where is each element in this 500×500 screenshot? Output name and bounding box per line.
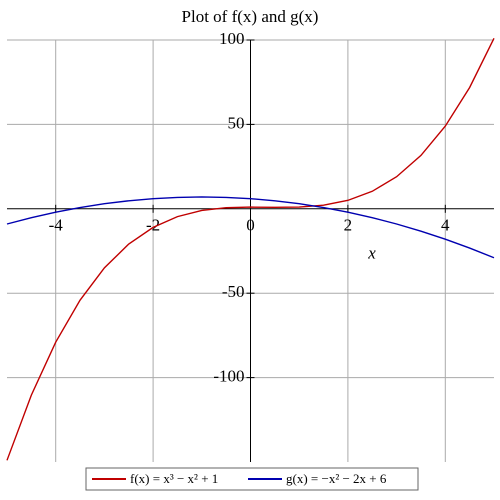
legend-label: f(x) = x³ − x² + 1 [130,471,218,486]
x-tick-label: 4 [441,216,450,235]
x-tick-label: 2 [344,216,353,235]
x-axis-label: x [367,244,376,263]
x-tick-label: -4 [49,216,64,235]
y-tick-label: 50 [228,113,245,132]
legend: f(x) = x³ − x² + 1 g(x) = −x² − 2x + 6 [92,471,387,486]
legend-label: g(x) = −x² − 2x + 6 [286,471,387,486]
lines [6,37,495,461]
y-tick-label: 100 [219,29,245,48]
chart-title: Plot of f(x) and g(x) [182,7,319,26]
y-tick-label: -50 [222,282,245,301]
series-line [6,196,495,259]
y-tick-label: -100 [213,367,244,386]
series-line [6,37,495,461]
